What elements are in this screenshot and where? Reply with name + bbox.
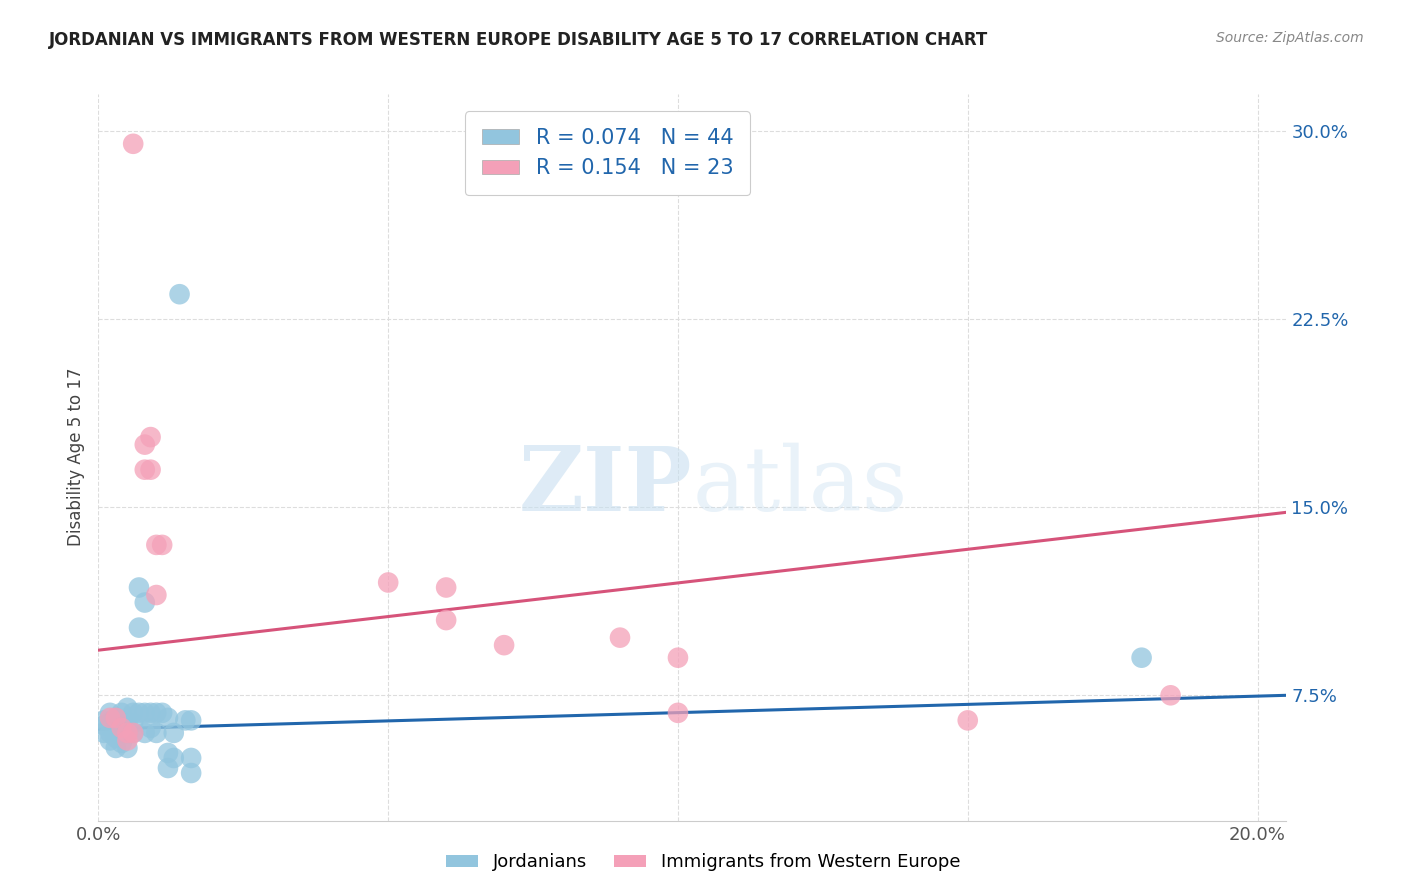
- Point: [494, 638, 516, 652]
- Text: ZIP: ZIP: [519, 442, 692, 530]
- Point: [163, 726, 186, 740]
- Point: [139, 430, 162, 444]
- Point: [180, 751, 202, 765]
- Point: [93, 714, 115, 728]
- Point: [128, 621, 150, 635]
- Point: [134, 706, 156, 720]
- Point: [110, 721, 132, 735]
- Point: [156, 746, 179, 760]
- Point: [145, 538, 167, 552]
- Point: [139, 463, 162, 477]
- Point: [117, 715, 139, 730]
- Point: [134, 726, 156, 740]
- Point: [134, 596, 156, 610]
- Point: [377, 575, 399, 590]
- Point: [104, 718, 127, 732]
- Point: [434, 581, 457, 595]
- Point: [139, 706, 162, 720]
- Point: [104, 711, 127, 725]
- Point: [110, 726, 132, 740]
- Point: [1160, 688, 1182, 702]
- Point: [180, 766, 202, 780]
- Point: [156, 711, 179, 725]
- Point: [104, 711, 127, 725]
- Point: [134, 463, 156, 477]
- Point: [145, 588, 167, 602]
- Point: [98, 711, 121, 725]
- Point: [180, 714, 202, 728]
- Point: [122, 706, 145, 720]
- Point: [434, 613, 457, 627]
- Point: [122, 715, 145, 730]
- Text: atlas: atlas: [692, 442, 908, 530]
- Point: [110, 715, 132, 730]
- Text: JORDANIAN VS IMMIGRANTS FROM WESTERN EUROPE DISABILITY AGE 5 TO 17 CORRELATION C: JORDANIAN VS IMMIGRANTS FROM WESTERN EUR…: [49, 31, 988, 49]
- Point: [666, 706, 689, 720]
- Point: [122, 136, 145, 151]
- Point: [145, 706, 167, 720]
- Point: [104, 731, 127, 745]
- Point: [117, 740, 139, 755]
- Point: [150, 706, 173, 720]
- Point: [117, 733, 139, 747]
- Point: [98, 726, 121, 740]
- Point: [609, 631, 631, 645]
- Y-axis label: Disability Age 5 to 17: Disability Age 5 to 17: [66, 368, 84, 547]
- Point: [139, 721, 162, 735]
- Point: [110, 736, 132, 750]
- Point: [956, 714, 979, 728]
- Point: [174, 714, 197, 728]
- Point: [93, 726, 115, 740]
- Point: [666, 650, 689, 665]
- Point: [145, 726, 167, 740]
- Legend: Jordanians, Immigrants from Western Europe: Jordanians, Immigrants from Western Euro…: [439, 847, 967, 879]
- Legend: R = 0.074   N = 44, R = 0.154   N = 23: R = 0.074 N = 44, R = 0.154 N = 23: [465, 112, 751, 195]
- Point: [1130, 650, 1153, 665]
- Point: [128, 706, 150, 720]
- Point: [117, 701, 139, 715]
- Point: [98, 733, 121, 747]
- Point: [169, 287, 191, 301]
- Point: [117, 726, 139, 740]
- Point: [150, 538, 173, 552]
- Point: [128, 581, 150, 595]
- Point: [98, 715, 121, 730]
- Point: [93, 718, 115, 732]
- Point: [163, 751, 186, 765]
- Point: [98, 706, 121, 720]
- Point: [134, 437, 156, 451]
- Point: [156, 761, 179, 775]
- Point: [104, 740, 127, 755]
- Point: [122, 726, 145, 740]
- Point: [122, 726, 145, 740]
- Point: [117, 726, 139, 740]
- Text: Source: ZipAtlas.com: Source: ZipAtlas.com: [1216, 31, 1364, 45]
- Point: [110, 706, 132, 720]
